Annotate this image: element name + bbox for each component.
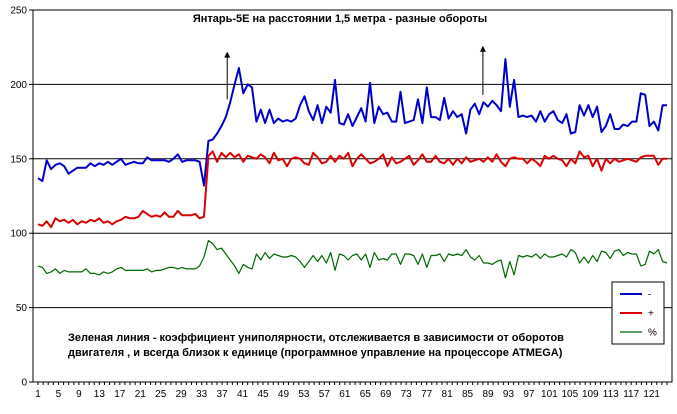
- x-tick-label: 121: [643, 389, 660, 400]
- x-tick-label: 45: [257, 389, 269, 400]
- legend: - +%: [611, 281, 665, 345]
- annotation-note: Зеленая линия - коэффициент униполярност…: [68, 332, 564, 359]
- arrows: [224, 45, 486, 100]
- x-tick-label: 65: [360, 389, 372, 400]
- x-tick-label: 9: [76, 389, 82, 400]
- x-tick-label: 29: [176, 389, 188, 400]
- arrow-head: [479, 45, 486, 52]
- x-tick-label: 13: [94, 389, 106, 400]
- x-tick-label: 57: [319, 389, 331, 400]
- y-tick-label: 100: [10, 229, 27, 240]
- annotation-line: двигателя , и всегда близок к единице (п…: [68, 347, 563, 359]
- annotation-line: Зеленая линия - коэффициент униполярност…: [68, 332, 564, 344]
- plot-area: [32, 9, 673, 383]
- y-tick-label: 0: [21, 378, 27, 389]
- x-axis: 1 5 9 13 17 21 25 29 33 37 41 45 49 53 57 61 65 69 73 77 81 8…: [35, 382, 668, 400]
- x-tick-label: 73: [401, 389, 413, 400]
- x-tick-label: 109: [582, 389, 599, 400]
- x-tick-label: 117: [623, 389, 639, 400]
- series-line-minus: [37, 58, 667, 187]
- x-tick-label: 37: [217, 389, 229, 400]
- x-tick-label: 21: [135, 389, 147, 400]
- series-line-plus: [37, 150, 667, 229]
- y-tick-label: 150: [10, 154, 27, 165]
- x-tick-label: 33: [196, 389, 208, 400]
- x-tick-label: 49: [278, 389, 290, 400]
- x-tick-label: 41: [237, 389, 249, 400]
- x-tick-label: 101: [541, 389, 558, 400]
- x-tick-label: 85: [462, 389, 474, 400]
- legend-label: +: [648, 309, 654, 320]
- x-tick-label: 93: [503, 389, 515, 400]
- series-line-percent: [37, 240, 668, 279]
- plot-frame: [32, 9, 673, 383]
- arrow-head: [224, 51, 231, 58]
- gridlines: [33, 83, 672, 309]
- y-tick-label: 250: [10, 6, 27, 17]
- x-tick-label: 89: [482, 389, 494, 400]
- legend-label: -: [648, 290, 651, 301]
- y-tick-label: 50: [16, 303, 28, 314]
- x-tick-label: 17: [114, 389, 126, 400]
- y-tick-label: 200: [10, 80, 27, 91]
- x-tick-label: 105: [561, 389, 578, 400]
- x-tick-label: 25: [155, 389, 167, 400]
- y-axis: 0 50 100 150 200 250: [10, 6, 33, 389]
- x-tick-label: 61: [339, 389, 351, 400]
- x-tick-label: 97: [523, 389, 535, 400]
- chart-title: Янтарь-5Е на расстоянии 1,5 метра - разн…: [193, 13, 487, 25]
- x-tick-label: 77: [421, 389, 433, 400]
- legend-label: %: [648, 328, 657, 339]
- x-tick-label: 69: [380, 389, 392, 400]
- x-tick-label: 113: [603, 389, 619, 400]
- x-tick-label: 81: [442, 389, 454, 400]
- x-tick-label: 5: [56, 389, 62, 400]
- x-tick-label: 1: [35, 389, 41, 400]
- series-lines: [37, 58, 668, 279]
- x-tick-label: 53: [298, 389, 310, 400]
